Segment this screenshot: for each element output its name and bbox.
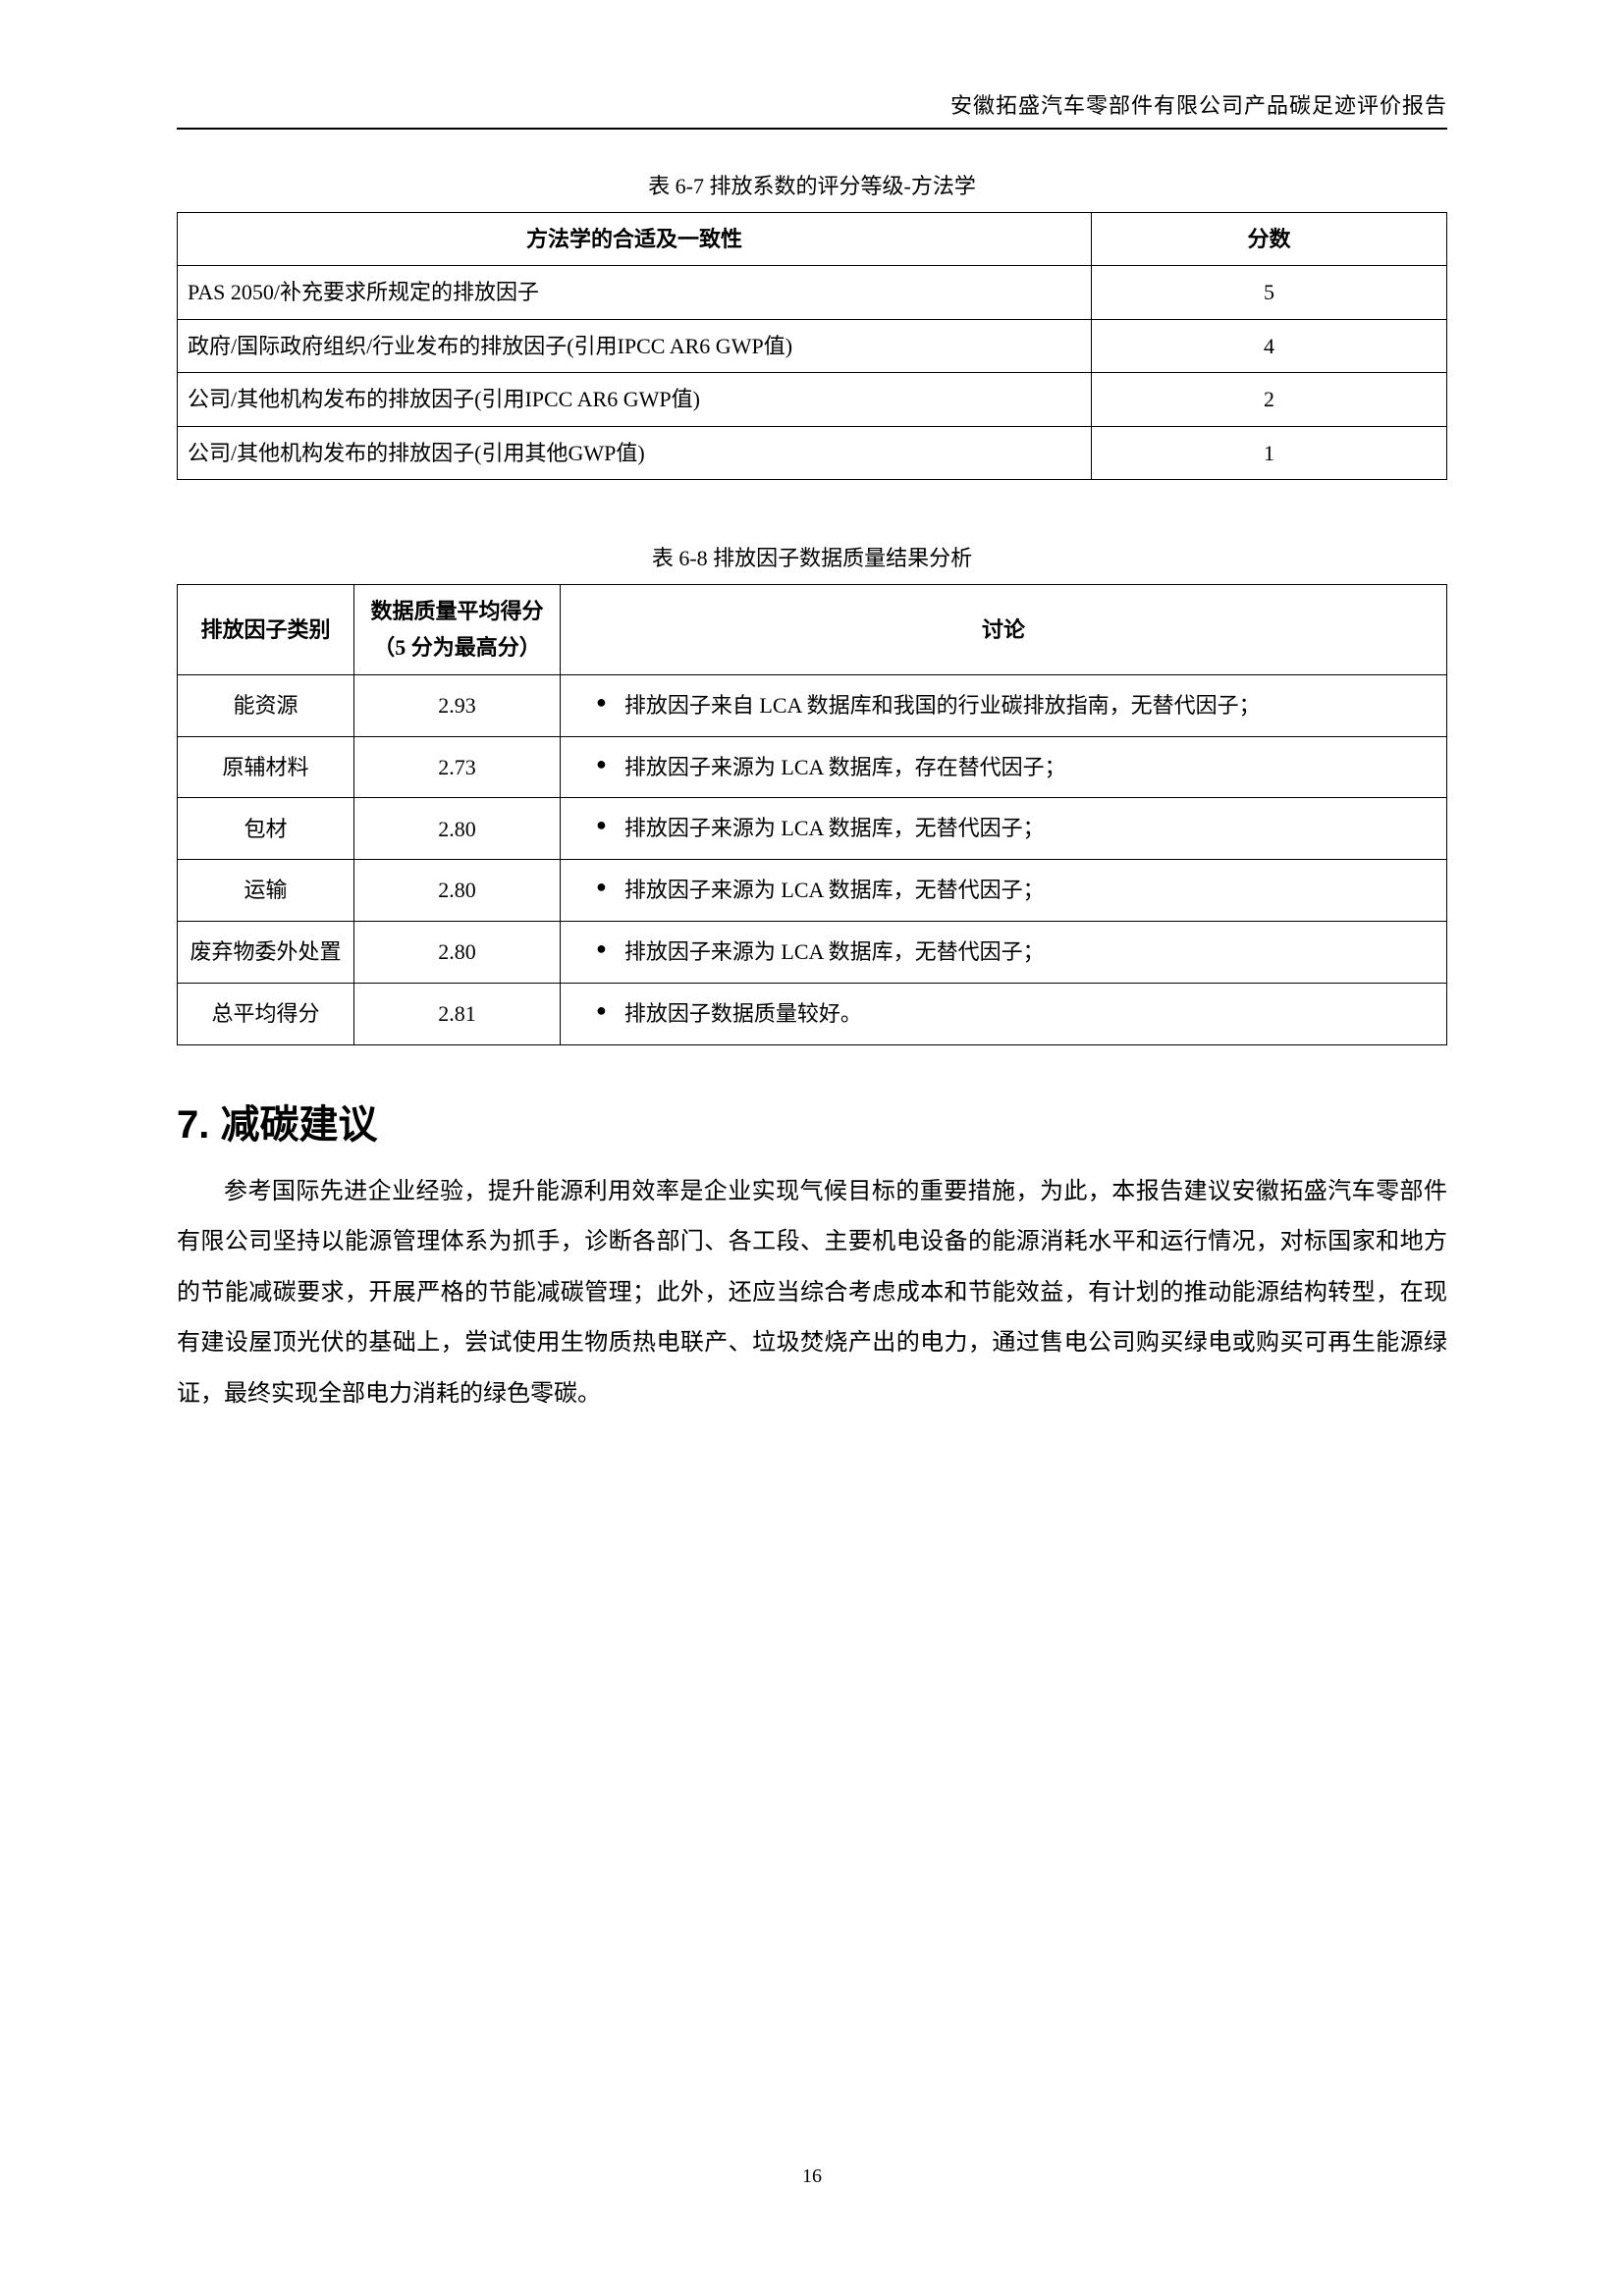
cell-score: 1 [1091,426,1446,479]
header-title: 安徽拓盛汽车零部件有限公司产品碳足迹评价报告 [177,88,1447,120]
cell-note: ● 排放因子来源为 LCA 数据库，存在替代因子； [561,736,1447,798]
cell-score: 4 [1091,319,1446,372]
table-row: 公司/其他机构发布的排放因子(引用IPCC AR6 GWP值) 2 [178,373,1447,426]
cell-label: 公司/其他机构发布的排放因子(引用IPCC AR6 GWP值) [178,373,1092,426]
col-header: 数据质量平均得分（5 分为最高分） [354,584,561,674]
col-header: 讨论 [561,584,1447,674]
cell-category: 废弃物委外处置 [178,921,354,983]
cell-category: 原辅材料 [178,736,354,798]
col-header: 排放因子类别 [178,584,354,674]
section-7-paragraph: 参考国际先进企业经验，提升能源利用效率是企业实现气候目标的重要措施，为此，本报告… [177,1167,1447,1420]
bullet-icon: ● [596,993,607,1027]
note-text: 排放因子来自 LCA 数据库和我国的行业碳排放指南，无替代因子； [624,685,1427,726]
cell-category: 能资源 [178,674,354,736]
cell-score: 2.73 [354,736,561,798]
cell-note: ● 排放因子数据质量较好。 [561,983,1447,1044]
note-text: 排放因子数据质量较好。 [624,993,1427,1035]
cell-category: 运输 [178,860,354,922]
page-number: 16 [0,2165,1624,2188]
note-text: 排放因子来源为 LCA 数据库，无替代因子； [624,932,1427,973]
table-row: 能资源 2.93 ● 排放因子来自 LCA 数据库和我国的行业碳排放指南，无替代… [178,674,1447,736]
cell-score: 2.80 [354,798,561,860]
table-row: 公司/其他机构发布的排放因子(引用其他GWP值) 1 [178,426,1447,479]
bullet-icon: ● [596,685,607,719]
table-row: 总平均得分 2.81 ● 排放因子数据质量较好。 [178,983,1447,1044]
bullet-icon: ● [596,870,607,903]
table-row: 方法学的合适及一致性 分数 [178,213,1447,266]
note-text: 排放因子来源为 LCA 数据库，存在替代因子； [624,747,1427,788]
bullet-icon: ● [596,808,607,841]
cell-note: ● 排放因子来源为 LCA 数据库，无替代因子； [561,860,1447,922]
cell-note: ● 排放因子来自 LCA 数据库和我国的行业碳排放指南，无替代因子； [561,674,1447,736]
table-6-8-caption: 表 6-8 排放因子数据质量结果分析 [177,541,1447,572]
cell-label: 公司/其他机构发布的排放因子(引用其他GWP值) [178,426,1092,479]
cell-note: ● 排放因子来源为 LCA 数据库，无替代因子； [561,798,1447,860]
table-row: 运输 2.80 ● 排放因子来源为 LCA 数据库，无替代因子； [178,860,1447,922]
section-7-heading: 7. 减碳建议 [177,1093,1447,1149]
bullet-icon: ● [596,932,607,965]
bullet-icon: ● [596,747,607,780]
cell-score: 2.80 [354,921,561,983]
table-row: PAS 2050/补充要求所规定的排放因子 5 [178,266,1447,319]
table-6-7-caption: 表 6-7 排放系数的评分等级-方法学 [177,169,1447,200]
table-row: 原辅材料 2.73 ● 排放因子来源为 LCA 数据库，存在替代因子； [178,736,1447,798]
cell-score: 5 [1091,266,1446,319]
table-6-8: 排放因子类别 数据质量平均得分（5 分为最高分） 讨论 能资源 2.93 ● 排… [177,584,1447,1045]
cell-category: 总平均得分 [178,983,354,1044]
table-6-7: 方法学的合适及一致性 分数 PAS 2050/补充要求所规定的排放因子 5 政府… [177,212,1447,480]
cell-score: 2.93 [354,674,561,736]
cell-score: 2.80 [354,860,561,922]
table-row: 政府/国际政府组织/行业发布的排放因子(引用IPCC AR6 GWP值) 4 [178,319,1447,372]
cell-note: ● 排放因子来源为 LCA 数据库，无替代因子； [561,921,1447,983]
col-header: 方法学的合适及一致性 [178,213,1092,266]
cell-label: 政府/国际政府组织/行业发布的排放因子(引用IPCC AR6 GWP值) [178,319,1092,372]
page-header: 安徽拓盛汽车零部件有限公司产品碳足迹评价报告 [177,88,1447,130]
cell-score: 2 [1091,373,1446,426]
col-header: 分数 [1091,213,1446,266]
note-text: 排放因子来源为 LCA 数据库，无替代因子； [624,870,1427,911]
cell-category: 包材 [178,798,354,860]
table-row: 包材 2.80 ● 排放因子来源为 LCA 数据库，无替代因子； [178,798,1447,860]
note-text: 排放因子来源为 LCA 数据库，无替代因子； [624,808,1427,849]
table-row: 排放因子类别 数据质量平均得分（5 分为最高分） 讨论 [178,584,1447,674]
table-row: 废弃物委外处置 2.80 ● 排放因子来源为 LCA 数据库，无替代因子； [178,921,1447,983]
cell-label: PAS 2050/补充要求所规定的排放因子 [178,266,1092,319]
cell-score: 2.81 [354,983,561,1044]
